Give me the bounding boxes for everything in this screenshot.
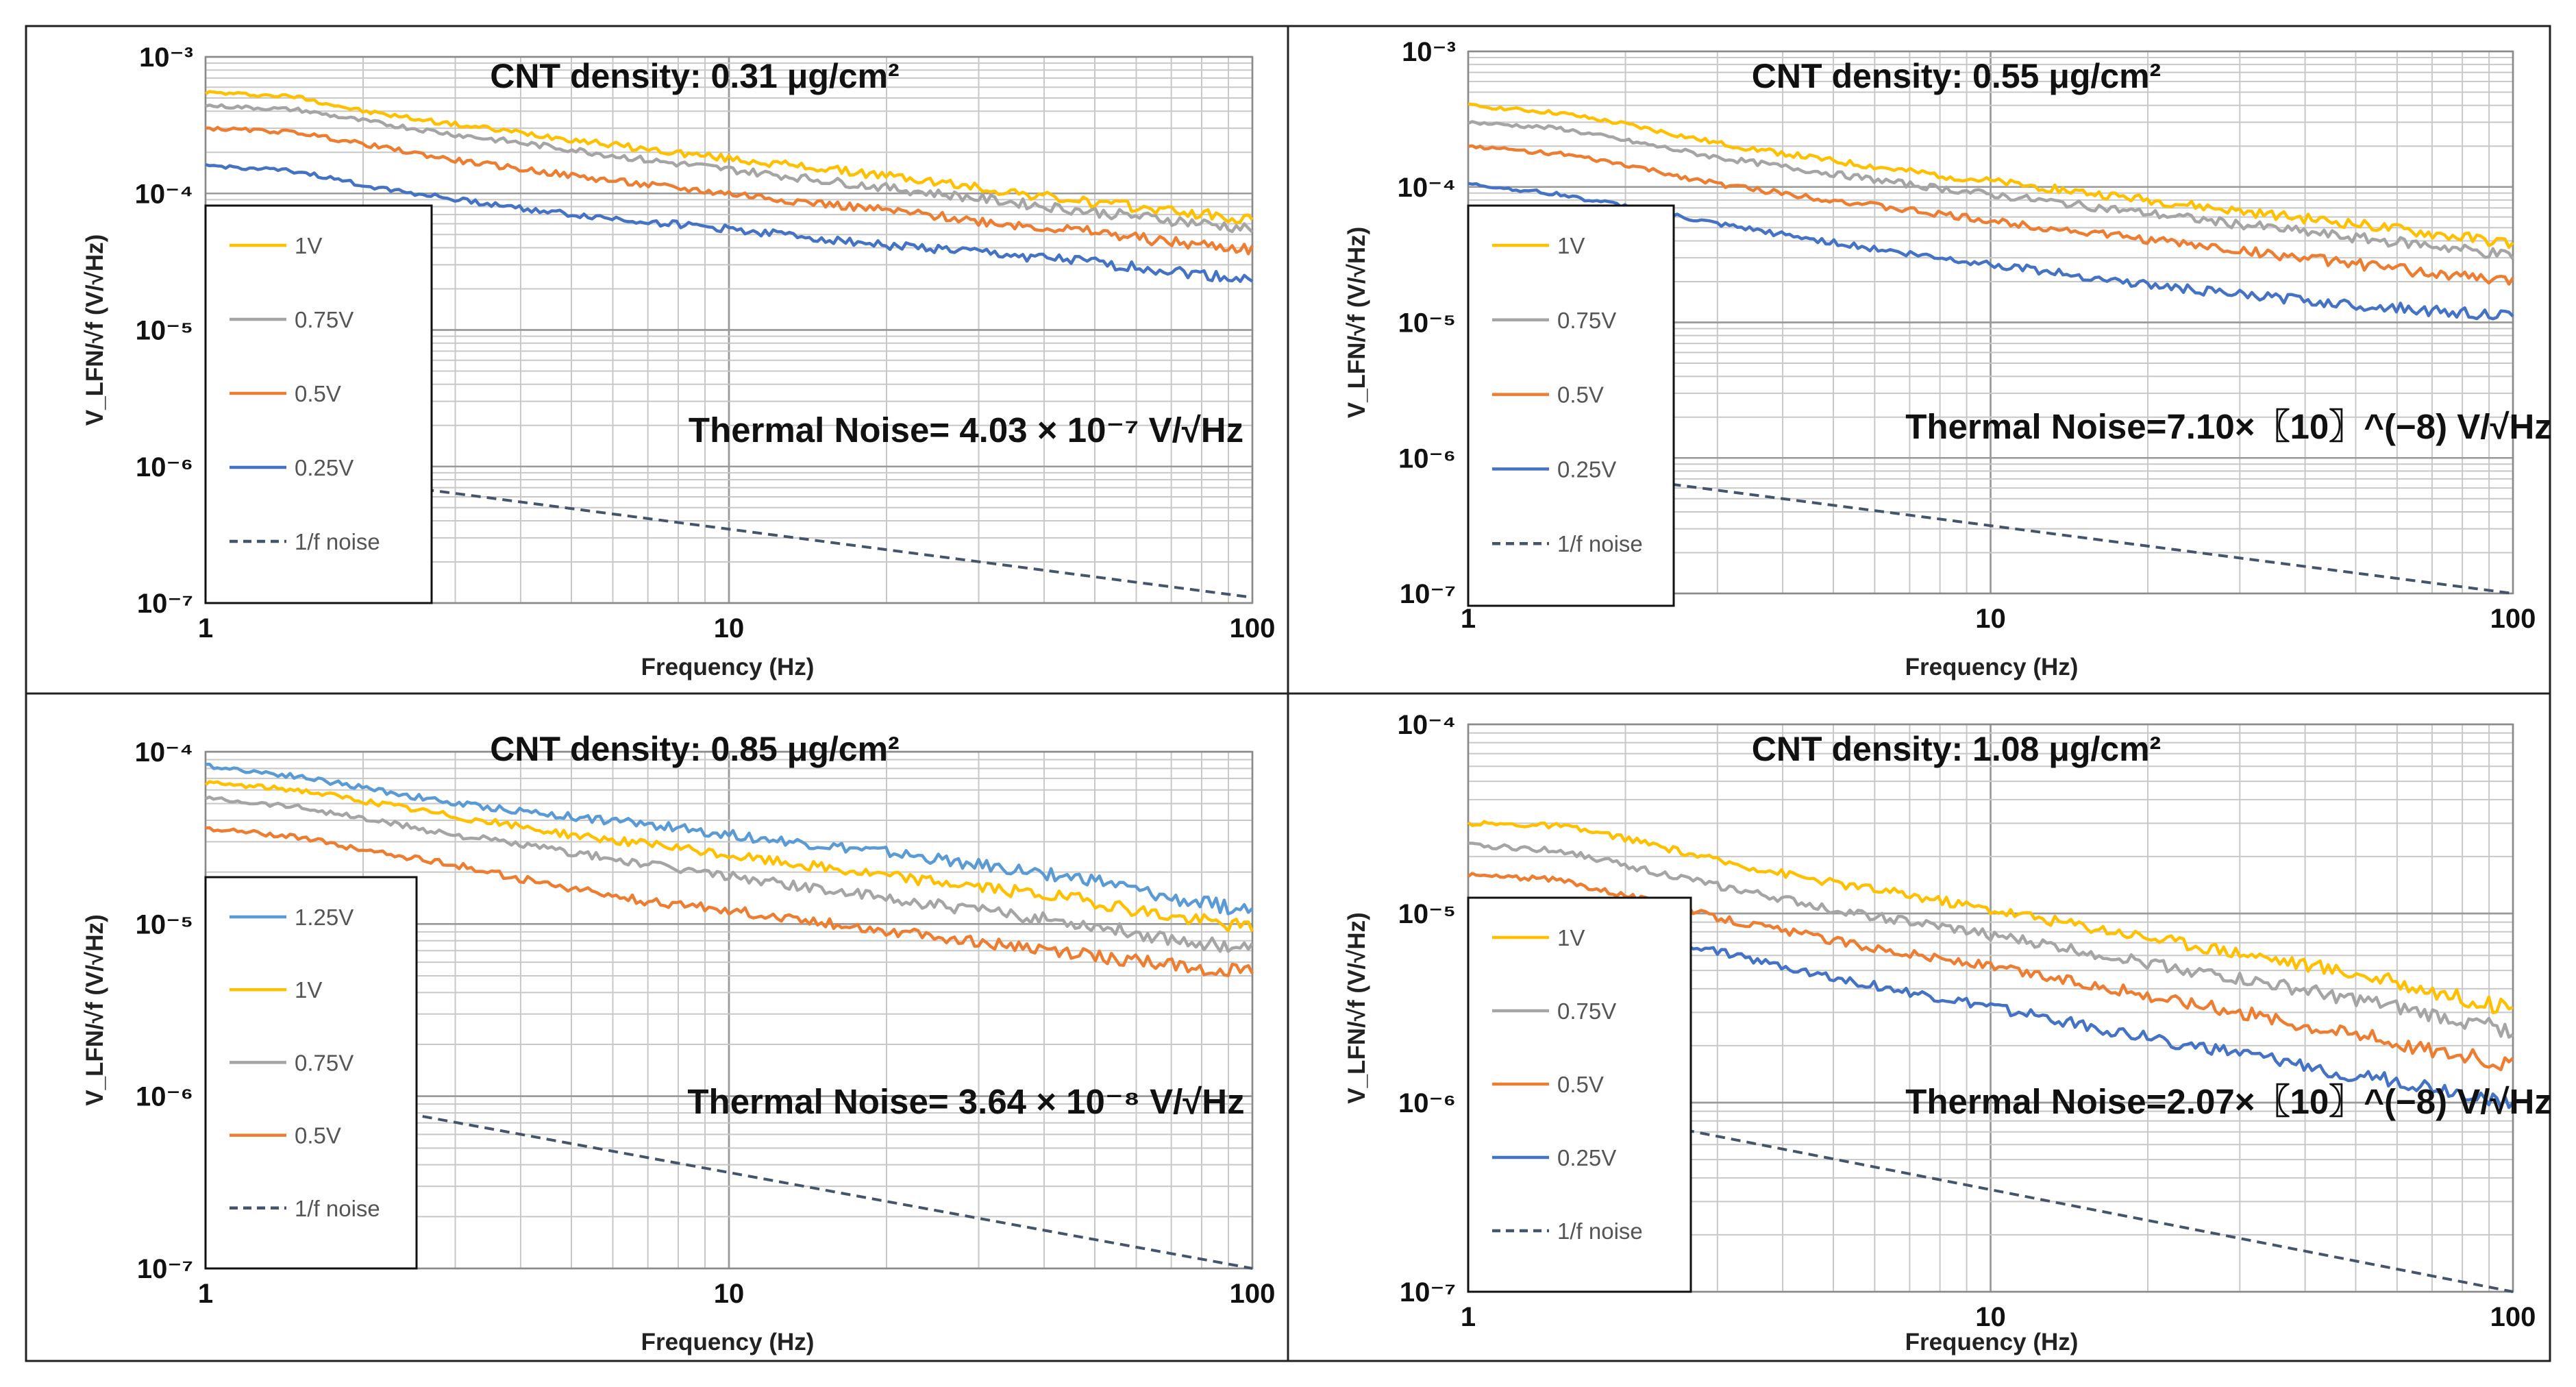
series-line-0-75v: [205, 795, 1254, 953]
series-line-0-5v: [205, 826, 1254, 977]
y-tick-label: 10⁻⁷: [137, 589, 193, 619]
series-line-0-75v: [1467, 842, 2514, 1039]
legend-label: 0.25V: [1557, 1145, 1616, 1170]
x-tick-label: 100: [2490, 1302, 2536, 1332]
y-tick-label: 10⁻⁷: [1400, 579, 1456, 609]
series-line-0-75v: [205, 103, 1254, 234]
x-tick-label: 100: [2490, 604, 2536, 634]
x-axis-label: Frequency (Hz): [1905, 1329, 2079, 1355]
legend-label: 1V: [1557, 233, 1585, 258]
y-tick-label: 10⁻⁶: [136, 452, 193, 482]
y-tick-label: 10⁻⁴: [135, 179, 193, 209]
chart-title: CNT density: 0.31 μg/cm²: [490, 57, 899, 95]
y-tick-label: 10⁻⁴: [135, 737, 193, 768]
series-line-1-25v: [205, 762, 1254, 916]
legend-label: 0.75V: [295, 1050, 354, 1075]
y-tick-label: 10⁻⁵: [1398, 899, 1456, 929]
series-line-1v: [1467, 820, 2514, 1015]
chart-4: 1V 0.75V 0.5V 0.25V 1/f noise 1 10 100 10⁻⁷ 10⁻⁶ 1…: [1343, 710, 2552, 1355]
x-tick-label: 1: [198, 613, 213, 643]
x-axis-label: Frequency (Hz): [1905, 654, 2079, 680]
chart-3: 1.25V 1V 0.75V 0.5V 1/f noise 1 10 100 10⁻⁷ 10⁻⁶ 1…: [82, 730, 1275, 1355]
x-tick-label: 1: [198, 1279, 213, 1309]
chart-2: 1V 0.75V 0.5V 0.25V 1/f noise 1 10 100 10⁻⁷ 10⁻⁶ 1…: [1343, 37, 2552, 680]
legend-label: 0.5V: [295, 381, 341, 406]
x-axis-label: Frequency (Hz): [641, 654, 815, 680]
legend-label: 0.5V: [295, 1123, 341, 1149]
y-tick-label: 10⁻⁷: [137, 1254, 193, 1284]
series-line-1v: [204, 780, 1254, 933]
x-tick-label: 10: [714, 613, 745, 643]
legend-label: 1/f noise: [295, 1196, 380, 1221]
y-tick-label: 10⁻⁴: [1398, 173, 1456, 203]
series-line-1v: [1467, 102, 2514, 249]
series-line-0-5v: [1467, 872, 2514, 1072]
x-axis-label: Frequency (Hz): [641, 1329, 815, 1355]
y-axis-label: V_LFN/√f (V/√Hz): [82, 914, 108, 1106]
series-line-0-25v: [205, 163, 1254, 283]
legend-label: 0.5V: [1557, 1072, 1604, 1097]
thermal-noise-annotation: Thermal Noise= 3.64 × 10⁻⁸ V/√Hz: [687, 1082, 1244, 1121]
thermal-noise-annotation: Thermal Noise=7.10×〖10〗^(−8) V/√Hz: [1905, 407, 2552, 446]
y-tick-label: 10⁻⁶: [136, 1082, 193, 1112]
legend-label: 1V: [1557, 925, 1585, 950]
legend-label: 0.25V: [1557, 456, 1616, 482]
legend-label: 1/f noise: [295, 529, 380, 554]
legend-label: 0.75V: [1557, 998, 1616, 1024]
series-line-0-5v: [206, 125, 1254, 256]
y-tick-label: 10⁻⁶: [1398, 443, 1456, 474]
chart-title: CNT density: 1.08 μg/cm²: [1752, 730, 2161, 768]
x-tick-label: 1: [1461, 604, 1476, 634]
legend-label: 0.5V: [1557, 382, 1604, 408]
legend-label: 1V: [295, 233, 322, 258]
chart-title: CNT density: 0.55 μg/cm²: [1752, 57, 2161, 95]
y-axis-label: V_LFN/√f (V/√Hz): [82, 234, 108, 426]
y-tick-label: 10⁻³: [139, 42, 193, 73]
legend-label: 1/f noise: [1557, 1218, 1643, 1244]
thermal-noise-annotation: Thermal Noise= 4.03 × 10⁻⁷ V/√Hz: [689, 410, 1243, 450]
legend-label: 0.75V: [1557, 308, 1616, 333]
legend-label: 0.75V: [295, 307, 354, 332]
legend-box: [1467, 204, 1675, 607]
chart-1: 1V 0.75V 0.5V 0.25V 1/f noise 1 10 100 10⁻⁷ 10⁻⁶ 1…: [82, 42, 1275, 680]
thermal-noise-annotation: Thermal Noise=2.07×〖10〗^(−8) V/√Hz: [1905, 1082, 2552, 1121]
chart-title: CNT density: 0.85 μg/cm²: [490, 730, 899, 768]
x-tick-label: 10: [1975, 1302, 2006, 1332]
y-axis-label: V_LFN/√f (V/√Hz): [1343, 227, 1370, 419]
y-tick-label: 10⁻⁴: [1398, 710, 1456, 740]
series-line-1v: [204, 90, 1254, 225]
x-tick-label: 10: [1975, 604, 2006, 634]
y-tick-label: 10⁻⁶: [1398, 1088, 1456, 1118]
legend-box: [204, 876, 418, 1270]
legend-box: [204, 204, 433, 604]
y-tick-label: 10⁻⁷: [1400, 1277, 1456, 1308]
legend-label: 1V: [295, 977, 322, 1003]
x-tick-label: 100: [1230, 613, 1276, 643]
y-tick-label: 10⁻⁵: [136, 316, 193, 346]
series-line-0-5v: [1467, 144, 2514, 286]
legend-label: 0.25V: [295, 455, 354, 480]
y-tick-label: 10⁻³: [1402, 37, 1456, 67]
legend-label: 1.25V: [295, 905, 354, 930]
series-line-0-75v: [1467, 120, 2514, 260]
y-tick-label: 10⁻⁵: [136, 909, 193, 940]
y-axis-label: V_LFN/√f (V/√Hz): [1343, 912, 1370, 1104]
x-tick-label: 1: [1461, 1302, 1476, 1332]
y-tick-label: 10⁻⁵: [1398, 308, 1456, 339]
legend-box: [1467, 896, 1692, 1293]
x-tick-label: 100: [1230, 1279, 1276, 1309]
x-tick-label: 10: [714, 1279, 745, 1309]
legend-label: 1/f noise: [1557, 531, 1643, 556]
